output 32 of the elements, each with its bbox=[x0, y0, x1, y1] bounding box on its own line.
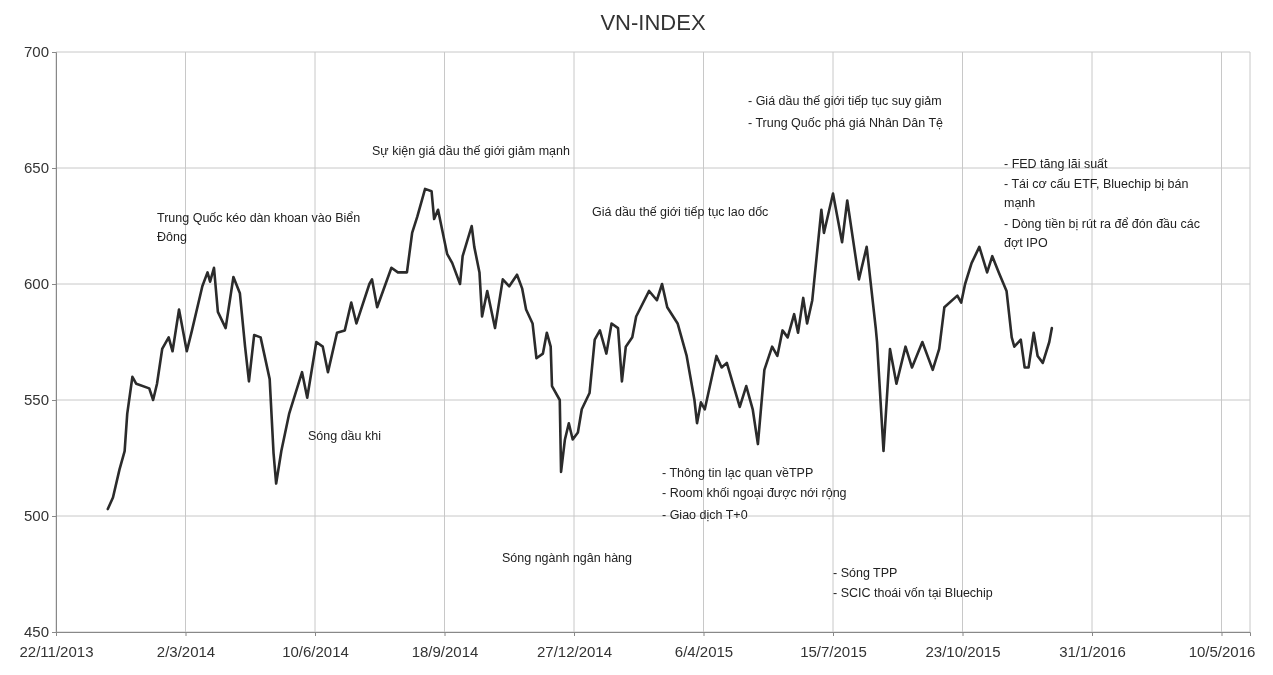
annotation: - Trung Quốc phá giá Nhân Dân Tệ bbox=[748, 116, 944, 130]
y-tick-label: 500 bbox=[23, 507, 49, 525]
x-tick-label: 15/7/2015 bbox=[800, 643, 867, 660]
chart-title: VN-INDEX bbox=[600, 10, 706, 35]
x-tick-label: 10/5/2016 bbox=[1188, 643, 1256, 660]
x-tick-label: 6/4/2015 bbox=[674, 643, 734, 660]
annotation: Sự kiện giá dầu thế giới giảm mạnh bbox=[372, 144, 570, 158]
annotation: - FED tăng lãi suất bbox=[1004, 157, 1109, 171]
x-tick-label: 22/11/2013 bbox=[19, 643, 94, 660]
annotation: - Sóng TPP bbox=[833, 566, 898, 580]
x-tick-label: 18/9/2014 bbox=[411, 643, 479, 660]
annotation: - Tái cơ cấu ETF, Bluechip bị bán mạnh bbox=[1004, 177, 1189, 211]
annotation: - Dòng tiền bị rút ra để đón đầu các đợt IPO bbox=[1004, 217, 1200, 251]
annotation: Sóng dầu khi bbox=[308, 429, 381, 443]
y-tick-label: 550 bbox=[23, 391, 49, 409]
annotation: - SCIC thoái vốn tại Bluechip bbox=[833, 586, 993, 600]
annotation: Trung Quốc kéo dàn khoan vào Biển Đông bbox=[157, 211, 361, 245]
y-tick-label: 650 bbox=[23, 159, 49, 177]
annotation: Giá dầu thế giới tiếp tục lao dốc bbox=[592, 205, 769, 219]
annotation: - Thông tin lạc quan vềTPP bbox=[662, 466, 814, 480]
y-tick-label: 450 bbox=[23, 623, 49, 641]
x-tick-label: 10/6/2014 bbox=[282, 643, 349, 660]
annotation: - Giao dịch T+0 bbox=[662, 508, 748, 522]
annotation: - Giá dầu thế giới tiếp tục suy giảm bbox=[748, 94, 942, 108]
x-tick-label: 31/1/2016 bbox=[1059, 643, 1126, 660]
x-tick-label: 27/12/2014 bbox=[536, 643, 613, 660]
y-tick-label: 600 bbox=[23, 275, 49, 293]
x-tick-label: 23/10/2015 bbox=[925, 643, 1001, 660]
y-tick-label: 700 bbox=[23, 43, 49, 61]
annotation: Sóng ngành ngân hàng bbox=[502, 551, 633, 565]
annotation: - Room khối ngoại được nới rộng bbox=[662, 486, 847, 500]
x-tick-label: 2/3/2014 bbox=[156, 643, 216, 660]
